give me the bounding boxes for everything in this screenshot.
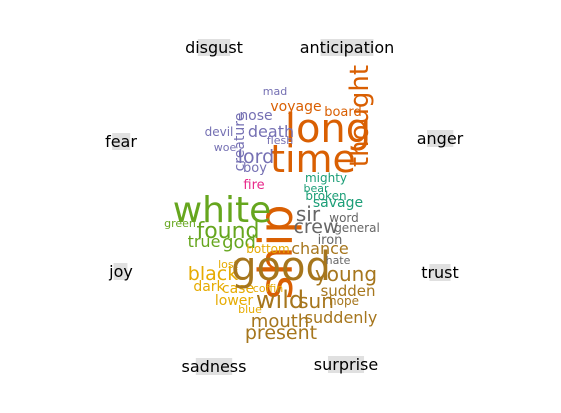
cloud-word-mighty: mighty xyxy=(305,171,347,185)
emotion-label-background xyxy=(429,264,451,281)
cloud-word-present: present xyxy=(245,322,317,344)
cloud-word-death: death xyxy=(248,122,294,141)
cloud-word-white: white xyxy=(173,190,272,231)
cloud-word-chance: chance xyxy=(291,239,349,258)
emotion-label-background xyxy=(112,133,131,150)
cloud-word-black: black xyxy=(188,263,238,285)
cloud-word-flesh: flesh xyxy=(267,134,293,147)
cloud-word-ship: ship xyxy=(249,204,303,299)
emotion-label-text: trust xyxy=(421,263,459,282)
emotion-label-background xyxy=(113,263,128,280)
emotion-label-text: sadness xyxy=(182,357,247,376)
emotion-label-sadness: sadness xyxy=(182,357,247,376)
cloud-word-voyage: voyage xyxy=(270,99,321,115)
cloud-word-hate: hate xyxy=(326,254,351,267)
cloud-word-good: good xyxy=(231,244,331,290)
emotion-label-text: anger xyxy=(417,129,464,148)
cloud-word-broken: broken xyxy=(305,189,346,203)
cloud-word-nose: nose xyxy=(239,108,272,124)
cloud-word-fire: fire xyxy=(243,178,264,193)
cloud-word-lord: lord xyxy=(238,146,274,168)
cloud-word-iron: iron xyxy=(318,233,343,248)
emotion-label-surprise: surprise xyxy=(314,355,378,374)
cloud-word-young: young xyxy=(315,262,377,286)
cloud-word-savage: savage xyxy=(313,195,363,211)
emotion-label-fear: fear xyxy=(105,132,137,151)
emotion-label-background xyxy=(197,39,231,56)
cloud-word-lost: lost xyxy=(218,258,239,271)
emotion-label-text: surprise xyxy=(314,355,378,374)
emotion-label-background xyxy=(327,356,365,373)
cloud-word-hope: hope xyxy=(329,294,359,308)
cloud-word-boy: boy xyxy=(243,161,267,176)
cloud-word-bear: bear xyxy=(303,182,328,195)
cloud-word-true: true xyxy=(188,232,221,251)
cloud-word-mad: mad xyxy=(263,85,287,98)
emotion-label-background xyxy=(320,39,374,56)
emotion-label-disgust: disgust xyxy=(185,38,243,57)
emotion-label-text: joy xyxy=(108,262,133,281)
emotion-label-trust: trust xyxy=(421,263,459,282)
cloud-word-suddenly: suddenly xyxy=(305,308,378,327)
cloud-word-long: long xyxy=(285,106,371,152)
emotion-label-background xyxy=(195,358,233,375)
cloud-word-coffin: coffin xyxy=(253,282,283,295)
cloud-word-crew: crew xyxy=(293,216,338,238)
emotion-label-background xyxy=(427,130,454,147)
cloud-word-creature: creature xyxy=(232,113,248,172)
cloud-word-thought: thought xyxy=(345,65,375,167)
cloud-word-god: god xyxy=(222,232,256,253)
cloud-word-wild: wild xyxy=(256,286,304,314)
cloud-word-blue: blue xyxy=(238,303,262,316)
cloud-word-dark: dark xyxy=(193,279,225,295)
emotion-label-joy: joy xyxy=(108,262,133,281)
cloud-word-general: general xyxy=(334,221,380,235)
cloud-word-mouth: mouth xyxy=(251,311,309,332)
cloud-word-found: found xyxy=(196,219,259,244)
cloud-word-case: case xyxy=(222,281,254,297)
cloud-word-lower: lower xyxy=(215,293,254,309)
cloud-word-word: word xyxy=(329,211,359,225)
emotion-label-anger: anger xyxy=(417,129,464,148)
cloud-word-bottom: bottom xyxy=(246,242,289,256)
emotion-label-anticipation: anticipation xyxy=(300,38,395,57)
cloud-word-sir: sir xyxy=(296,202,321,226)
cloud-word-time: time xyxy=(270,137,356,181)
cloud-word-green: green xyxy=(164,217,196,230)
cloud-word-board: board xyxy=(324,105,362,120)
cloud-word-devil: devil xyxy=(205,125,234,139)
emotion-label-text: anticipation xyxy=(300,38,395,57)
emotion-labels: disgust anticipation fear anger joy trust sadn… xyxy=(105,38,464,376)
cloud-word-sudden: sudden xyxy=(320,282,375,300)
cloud-word-woe: woe xyxy=(214,141,237,154)
emotion-label-text: fear xyxy=(105,132,137,151)
emotion-label-text: disgust xyxy=(185,38,243,57)
cloud-word-sun: sun xyxy=(298,289,334,313)
